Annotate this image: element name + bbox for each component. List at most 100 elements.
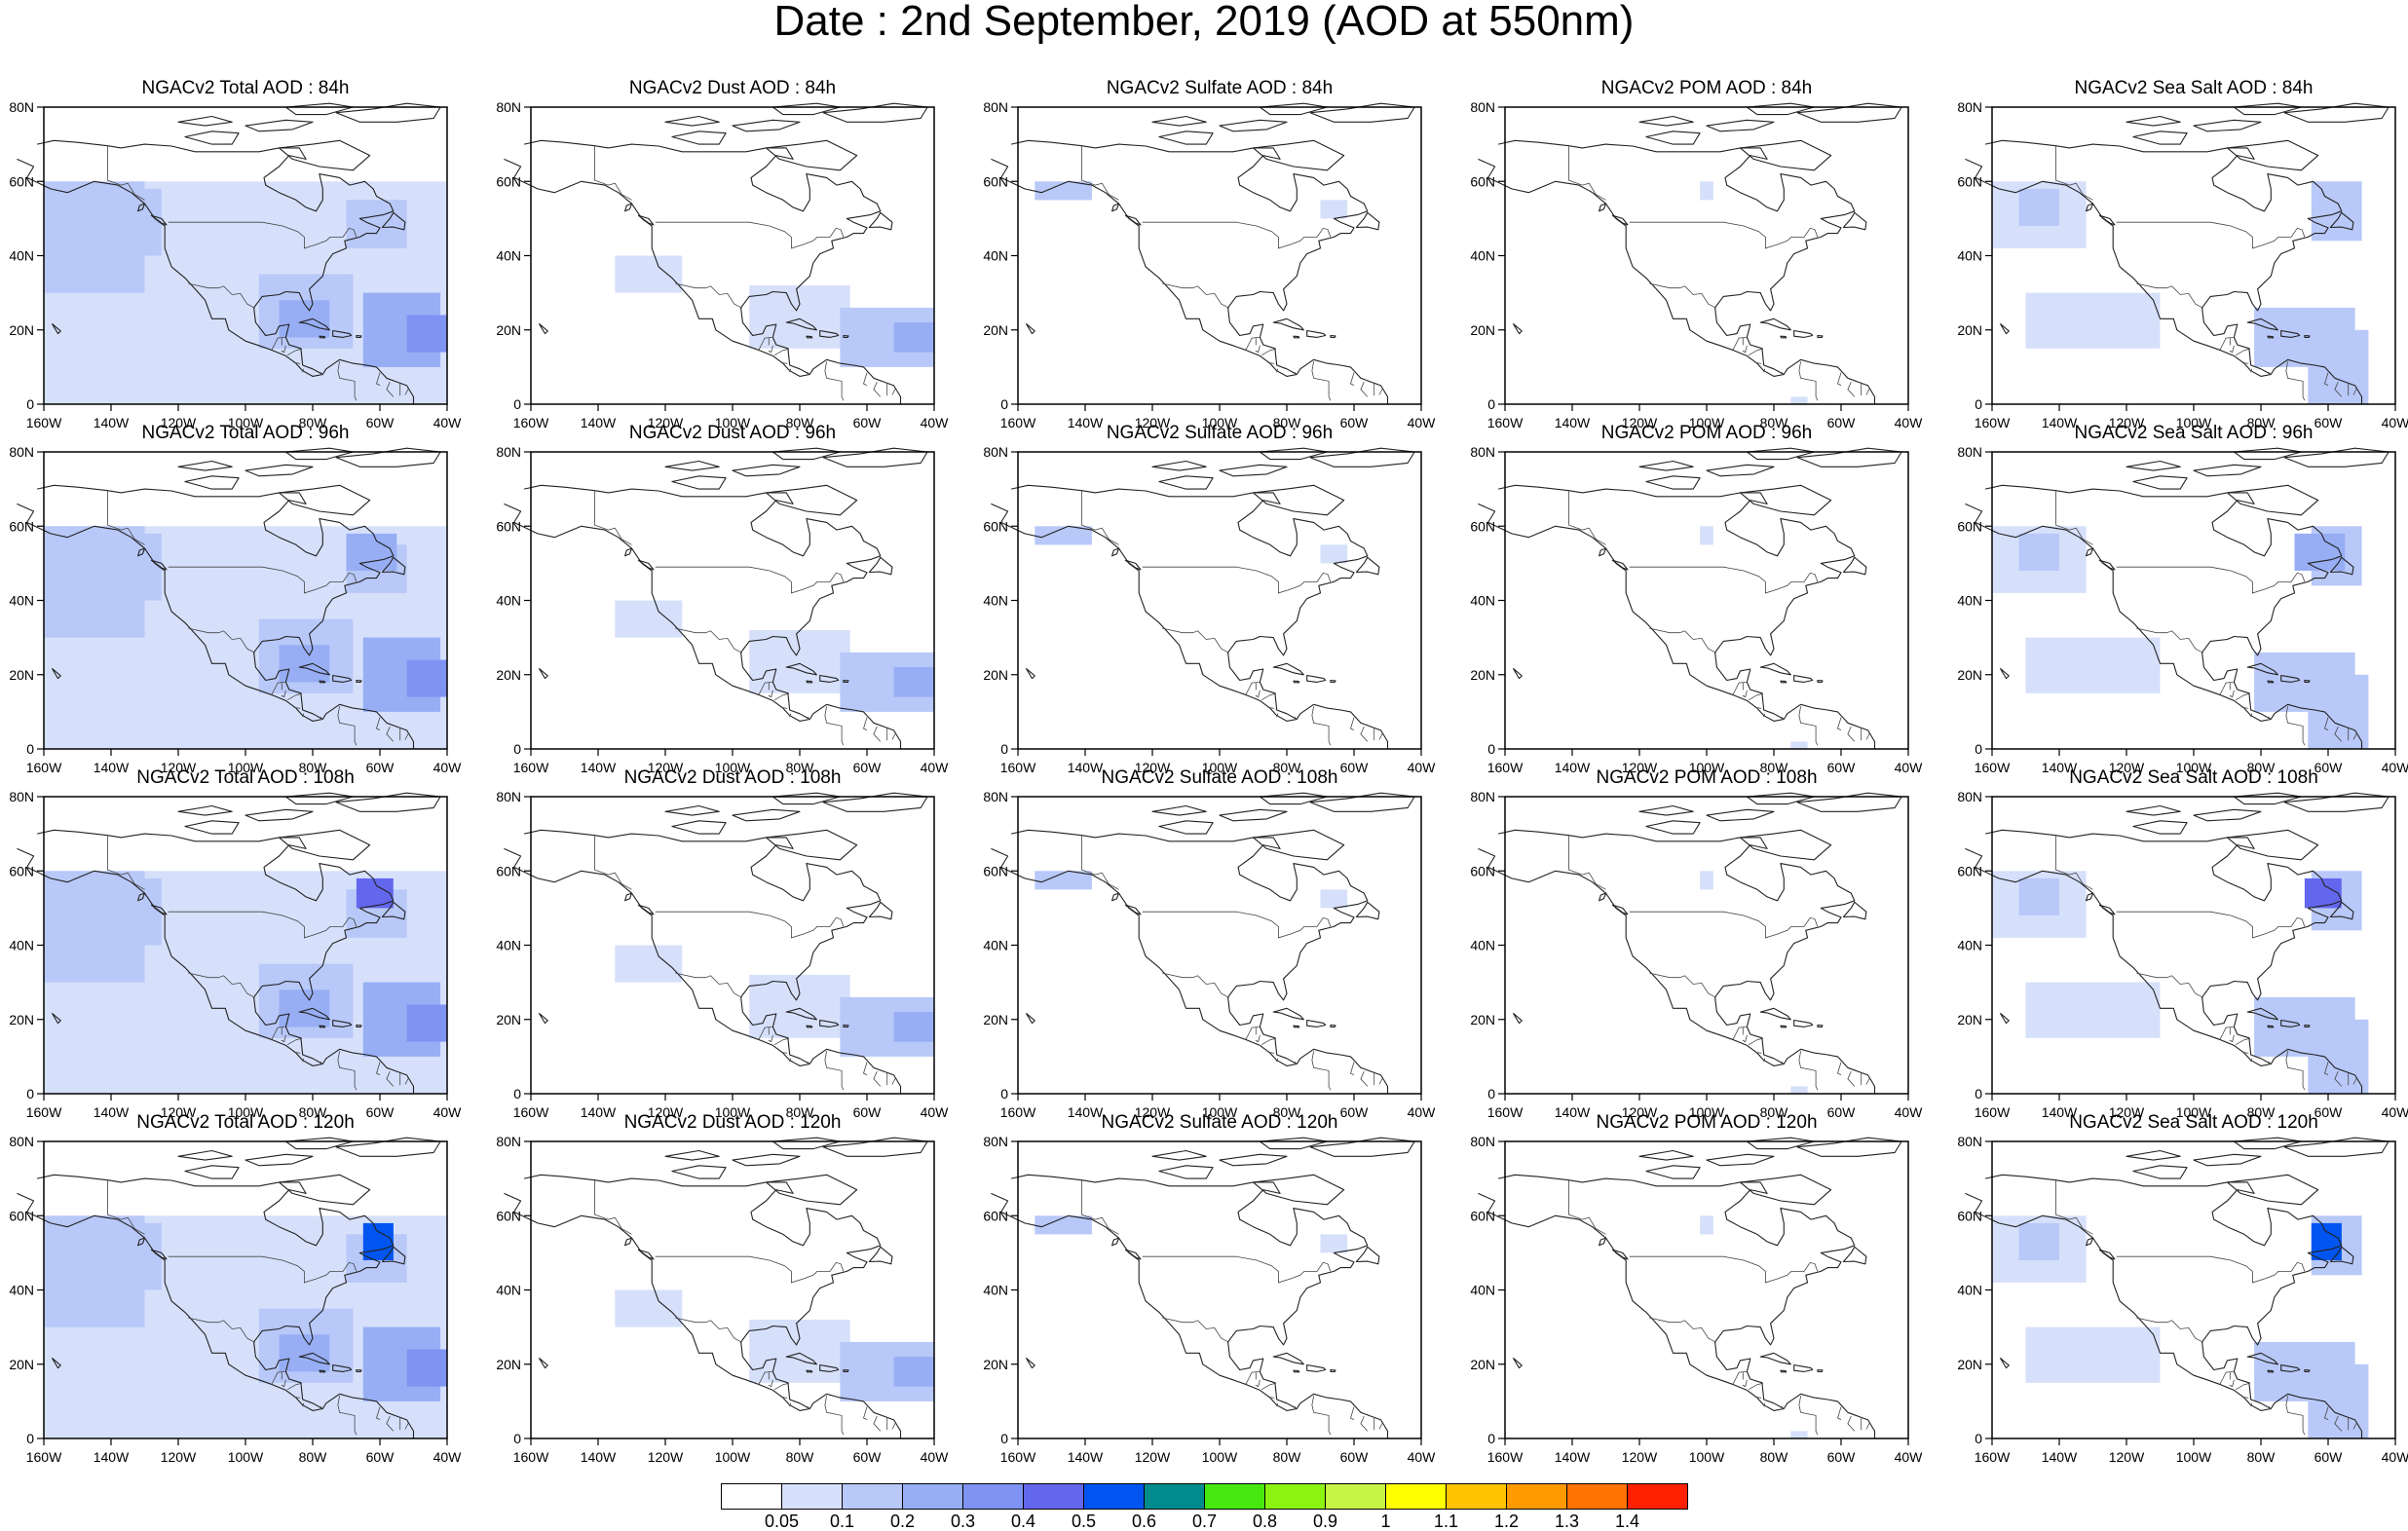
border-line — [107, 490, 145, 545]
aod-shaded-area — [406, 315, 447, 353]
border-line — [824, 361, 845, 401]
aod-shading — [1035, 526, 1348, 564]
island-outline — [319, 1025, 326, 1028]
island-outline — [284, 102, 354, 116]
aod-shaded-area — [893, 1012, 934, 1042]
border-line — [789, 368, 792, 373]
aod-shaded-area — [1035, 871, 1092, 890]
border-line — [2250, 1058, 2253, 1063]
border-line — [1267, 1396, 1275, 1399]
atlantic-arctic-coastline — [36, 484, 395, 720]
x-tick-label: 80W — [2247, 1449, 2276, 1465]
border-line — [2116, 1255, 2306, 1284]
border-line — [873, 726, 882, 742]
island-outline — [2283, 792, 2389, 812]
map-plot: 160W 140W 120W 100W 80W 60W 40W 0 20N 40N 60N 80N — [496, 444, 949, 775]
border-line — [2324, 1062, 2329, 1075]
island-outline — [822, 1137, 928, 1157]
pacific-coastline — [1478, 1192, 1876, 1438]
map-panel: NGACv2 Sulfate AOD : 108h 160W 140W 120W 100… — [974, 767, 1461, 1120]
border-line — [281, 345, 286, 354]
border-line — [286, 348, 303, 356]
island-outline — [671, 475, 727, 490]
island-outline — [298, 662, 330, 676]
panel-title: NGACv2 POM AOD : 96h — [1600, 423, 1813, 443]
y-tick-label: 60N — [1957, 863, 1982, 878]
border-line — [1629, 566, 1819, 594]
island-outline — [2126, 460, 2181, 471]
country-borders — [1081, 145, 1383, 401]
x-tick-label: 120W — [1622, 1104, 1658, 1120]
coastlines — [991, 792, 1415, 1094]
x-tick-label: 160W — [26, 1104, 62, 1120]
border-line — [1294, 1406, 1298, 1410]
colorbar-swatch — [1144, 1483, 1205, 1510]
x-tick-label: 120W — [1622, 1449, 1658, 1465]
x-tick-label: 120W — [161, 1449, 197, 1465]
island-outline — [1309, 1137, 1415, 1157]
border-line — [1350, 1406, 1355, 1420]
x-tick-label: 160W — [513, 415, 549, 430]
island-outline — [1111, 547, 1120, 557]
aod-shading — [44, 181, 447, 405]
island-outline — [1706, 808, 1775, 822]
island-outline — [356, 1024, 362, 1027]
x-tick-label: 80W — [786, 415, 815, 430]
border-line — [807, 717, 810, 721]
y-tick-label: 80N — [1470, 99, 1495, 115]
island-outline — [1793, 1019, 1814, 1027]
colorbar-label: 0.2 — [890, 1512, 915, 1527]
atlantic-arctic-coastline — [523, 139, 882, 375]
island-outline — [1151, 460, 1207, 471]
pacific-coastline — [991, 503, 1389, 749]
x-tick-label: 40W — [1408, 760, 1437, 775]
y-tick-label: 20N — [1470, 667, 1495, 683]
border-line — [873, 381, 882, 397]
colorbar-label: 0.6 — [1132, 1512, 1156, 1527]
island-outline — [765, 829, 858, 861]
x-tick-label: 120W — [1622, 760, 1658, 775]
border-line — [1142, 566, 1332, 594]
island-outline — [664, 115, 720, 127]
x-tick-label: 60W — [1340, 1104, 1370, 1120]
island-outline — [381, 556, 406, 576]
border-line — [1081, 835, 1119, 890]
island-outline — [2000, 668, 2010, 680]
border-line — [789, 1402, 792, 1407]
border-line — [1649, 1317, 1716, 1343]
island-outline — [1252, 484, 1345, 516]
x-tick-label: 160W — [1975, 415, 2011, 430]
island-outline — [1645, 820, 1701, 835]
border-line — [863, 1406, 868, 1420]
island-outline — [52, 1013, 61, 1025]
aod-shaded-area — [1035, 526, 1092, 545]
border-line — [1649, 972, 1716, 998]
island-outline — [1780, 1025, 1787, 1028]
y-tick-label: 40N — [496, 248, 521, 264]
aod-shading — [44, 1215, 447, 1439]
border-line — [1763, 1402, 1766, 1407]
y-tick-label: 20N — [983, 667, 1008, 683]
y-tick-label: 80N — [1957, 789, 1982, 804]
colorbar-swatch — [1446, 1483, 1507, 1510]
island-outline — [184, 1165, 240, 1179]
island-outline — [1293, 1369, 1300, 1373]
island-outline — [2086, 892, 2094, 902]
border-line — [1837, 1406, 1842, 1420]
border-line — [386, 1070, 395, 1087]
border-line — [780, 1396, 788, 1399]
y-tick-label: 40N — [1470, 248, 1495, 264]
coastlines — [991, 1137, 1415, 1438]
border-line — [386, 381, 395, 397]
aod-shading — [615, 945, 934, 1057]
x-tick-label: 120W — [1135, 1104, 1171, 1120]
border-line — [1754, 706, 1762, 709]
border-line — [780, 1051, 788, 1054]
x-tick-label: 60W — [366, 760, 395, 775]
border-line — [1255, 690, 1260, 698]
island-outline — [137, 892, 146, 902]
border-line — [2116, 911, 2306, 939]
island-outline — [2132, 131, 2188, 145]
coastlines — [1478, 447, 1902, 749]
x-tick-label: 120W — [1135, 415, 1171, 430]
